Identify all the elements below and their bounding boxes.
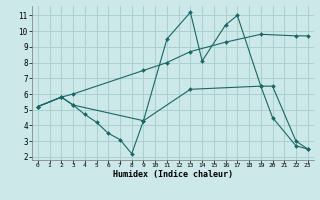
X-axis label: Humidex (Indice chaleur): Humidex (Indice chaleur) (113, 170, 233, 179)
